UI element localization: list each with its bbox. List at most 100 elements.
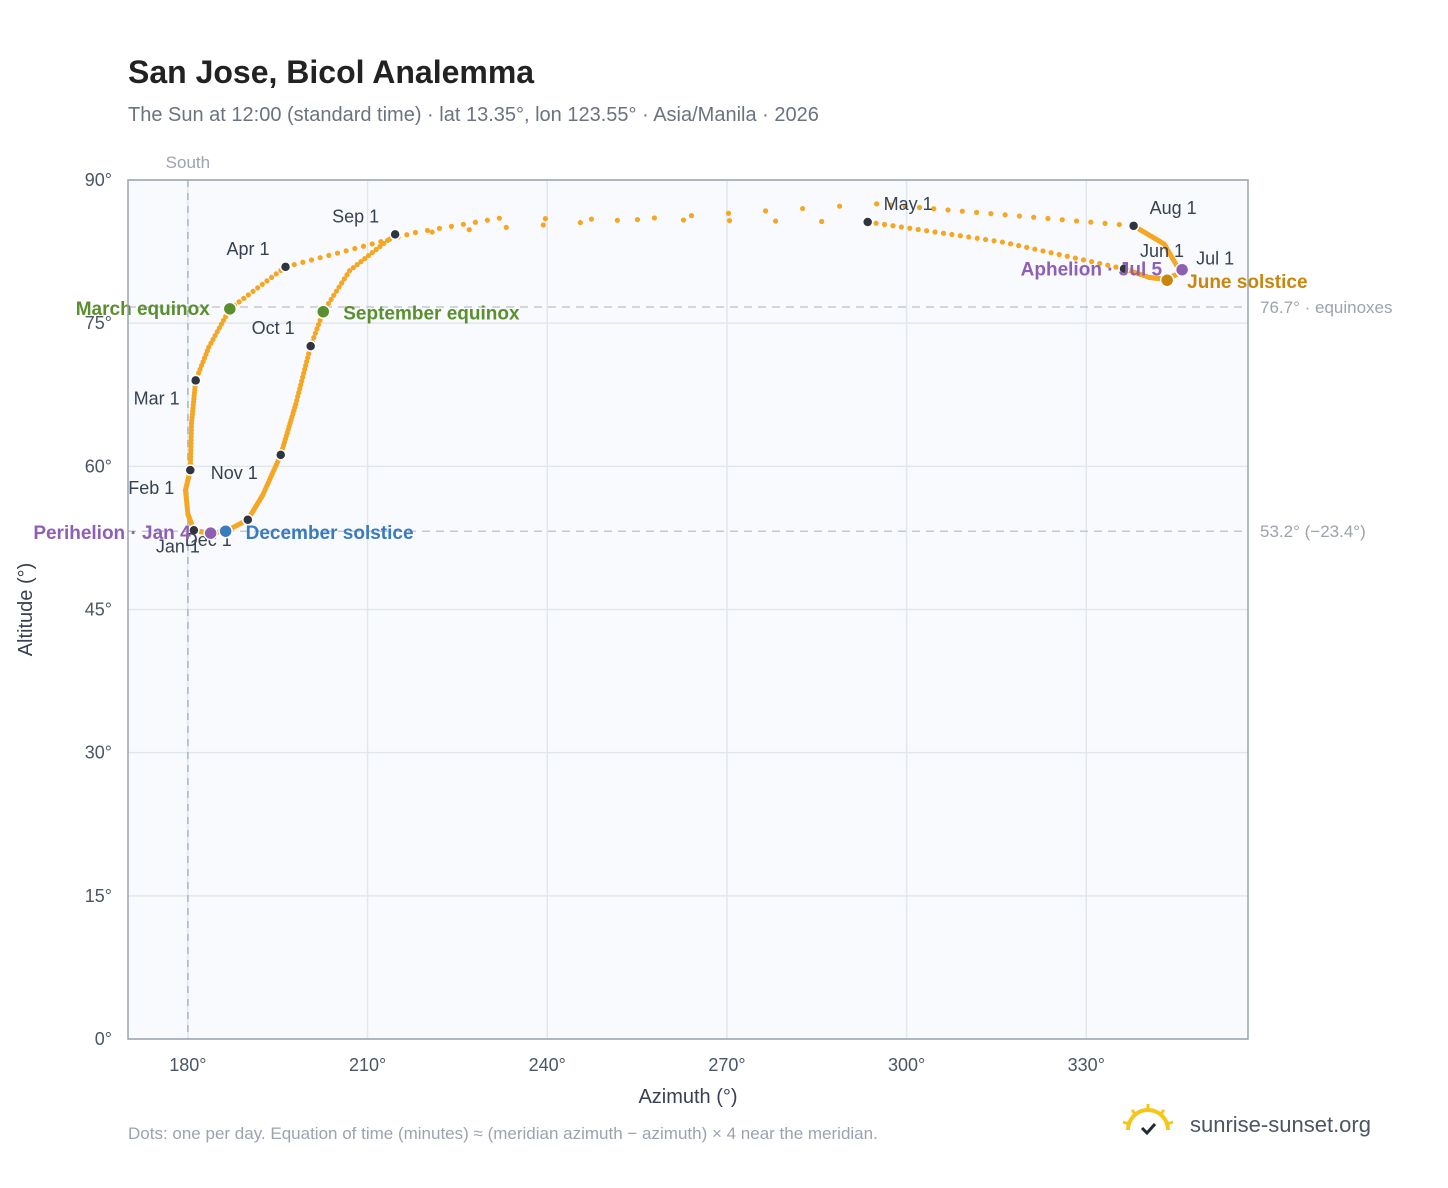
daily-dot bbox=[365, 252, 372, 259]
month-label: May 1 bbox=[884, 194, 933, 214]
daily-dot bbox=[250, 288, 256, 294]
daily-dot bbox=[350, 265, 356, 271]
y-tick-label: 90° bbox=[85, 170, 112, 190]
month-marker bbox=[1127, 220, 1140, 232]
footnote: Dots: one per day. Equation of time (min… bbox=[128, 1124, 878, 1143]
event-label: December solstice bbox=[246, 523, 414, 544]
event-label: Perihelion · Jan 4 bbox=[33, 523, 191, 544]
daily-dot bbox=[1056, 251, 1062, 258]
daily-dot bbox=[291, 261, 297, 268]
daily-dot bbox=[333, 288, 340, 294]
month-label: Oct 1 bbox=[252, 318, 295, 338]
daily-dot bbox=[315, 321, 322, 328]
daily-dot bbox=[325, 300, 332, 307]
daily-dot bbox=[216, 325, 222, 331]
daily-dot bbox=[347, 268, 353, 274]
daily-dot bbox=[503, 224, 509, 230]
daily-dot bbox=[1016, 243, 1022, 249]
daily-dot bbox=[1024, 244, 1030, 250]
daily-dot bbox=[1045, 215, 1051, 222]
month-label: Aug 1 bbox=[1150, 198, 1197, 218]
daily-dot bbox=[881, 221, 888, 228]
daily-dot bbox=[484, 217, 490, 223]
daily-dot bbox=[577, 220, 583, 226]
daily-dot bbox=[1102, 220, 1108, 226]
month-label: Jan 1 bbox=[156, 536, 200, 556]
daily-dot bbox=[496, 215, 502, 221]
x-tick-label: 210° bbox=[349, 1055, 386, 1075]
daily-dot bbox=[1116, 221, 1122, 228]
daily-dot bbox=[436, 225, 443, 232]
daily-dot bbox=[1080, 257, 1087, 263]
daily-dot bbox=[588, 216, 595, 222]
month-marker bbox=[184, 464, 197, 476]
daily-dot bbox=[404, 232, 410, 238]
daily-dot bbox=[974, 235, 980, 241]
x-tick-label: 180° bbox=[169, 1055, 206, 1075]
reference-line-label: 53.2° (−23.4°) bbox=[1260, 522, 1366, 541]
x-tick-label: 270° bbox=[708, 1055, 745, 1075]
month-markers: Jan 1 Feb 1 Mar 1 Apr 1 May 1 Jun 1 Jul 1 Aug 1… bbox=[128, 194, 1234, 556]
daily-dot bbox=[460, 221, 467, 227]
daily-dot bbox=[381, 240, 387, 247]
daily-dot bbox=[259, 281, 265, 287]
daily-dot bbox=[688, 213, 695, 219]
daily-dot bbox=[982, 236, 989, 243]
month-label: Feb 1 bbox=[128, 478, 174, 498]
daily-dot bbox=[373, 246, 379, 253]
month-label: Jun 1 bbox=[1140, 241, 1184, 261]
month-marker bbox=[188, 524, 200, 537]
daily-dot bbox=[991, 238, 997, 244]
daily-dot bbox=[888, 202, 894, 208]
event-label: March equinox bbox=[76, 299, 211, 320]
daily-dot bbox=[959, 208, 965, 214]
daily-dot bbox=[973, 209, 980, 215]
daily-dot bbox=[429, 229, 435, 235]
daily-dot bbox=[680, 217, 687, 223]
daily-dot bbox=[208, 340, 214, 346]
brand-logo[interactable]: sunrise-sunset.org bbox=[1120, 1102, 1390, 1148]
daily-dot bbox=[1097, 260, 1103, 267]
reference-lines: South 76.7° · equinoxes 53.2° (−23.4°) bbox=[128, 153, 1393, 1039]
daily-dot bbox=[245, 292, 251, 298]
month-label: Mar 1 bbox=[134, 388, 180, 408]
y-tick-label: 45° bbox=[85, 600, 112, 620]
event-label: September equinox bbox=[343, 304, 520, 325]
daily-dot bbox=[1048, 250, 1054, 256]
daily-dot bbox=[210, 336, 216, 342]
daily-dot bbox=[218, 321, 225, 327]
month-marker bbox=[242, 514, 254, 526]
event-markers: March equinox September equinox Perihelion… bbox=[33, 260, 1307, 545]
daily-dot bbox=[328, 296, 334, 303]
daily-dot bbox=[317, 255, 323, 261]
event-marker bbox=[1174, 262, 1190, 277]
daily-dot bbox=[314, 326, 320, 332]
daily-dot bbox=[762, 208, 769, 214]
daily-dot bbox=[907, 225, 913, 231]
daily-dot bbox=[957, 233, 963, 239]
daily-dot bbox=[651, 215, 658, 221]
month-label: Apr 1 bbox=[226, 239, 269, 259]
daily-dot bbox=[206, 344, 212, 350]
chart-subtitle: The Sun at 12:00 (standard time) · lat 1… bbox=[128, 104, 819, 126]
daily-dot bbox=[890, 223, 896, 229]
daily-dot bbox=[336, 284, 342, 290]
daily-dot bbox=[725, 210, 732, 216]
daily-dot bbox=[614, 217, 620, 223]
month-marker bbox=[279, 261, 292, 273]
month-marker bbox=[861, 216, 874, 228]
daily-dot bbox=[362, 255, 368, 262]
daily-dot bbox=[339, 280, 345, 286]
daily-dot bbox=[1040, 248, 1046, 254]
daily-dot bbox=[988, 211, 994, 217]
month-label: Jul 1 bbox=[1196, 249, 1234, 269]
axis-ticks: 180° 210° 240° 270° 300° 330° 0° 15° 30° 45° 60° 75… bbox=[85, 170, 1105, 1075]
daily-dot bbox=[819, 218, 825, 225]
daily-dot bbox=[1016, 213, 1023, 219]
daily-dot bbox=[873, 220, 879, 226]
daily-dot bbox=[352, 245, 358, 252]
daily-dot bbox=[949, 231, 955, 238]
plot-frame bbox=[127, 179, 1249, 1040]
daily-dot bbox=[308, 257, 315, 263]
